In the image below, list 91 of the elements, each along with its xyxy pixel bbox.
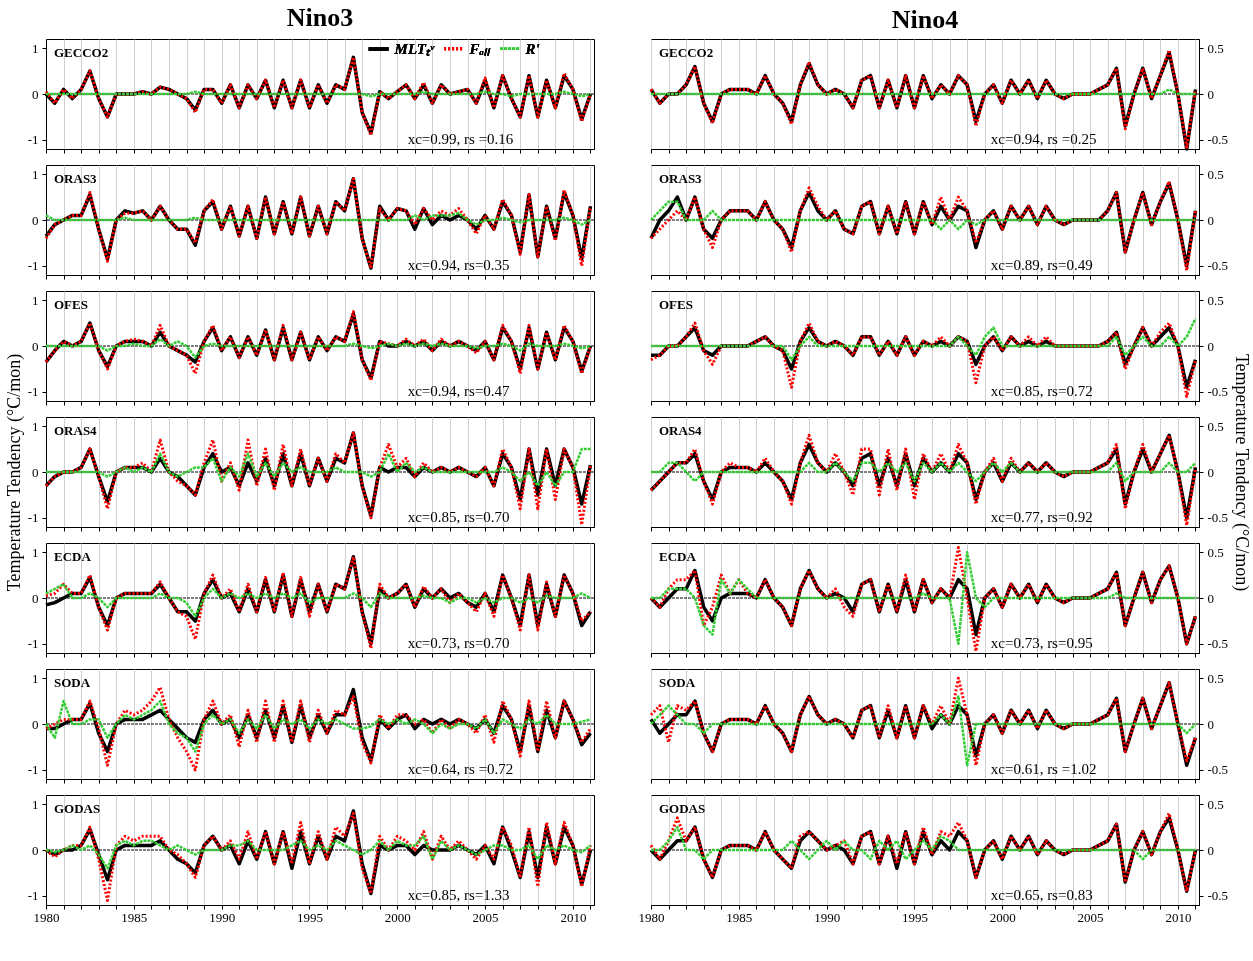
y2-tick-label: -0.5 <box>1207 384 1229 400</box>
annotation: xc=0.73, rs=0.70 <box>407 635 510 651</box>
legend-label: R' <box>524 40 540 57</box>
annotation: GECCO2 <box>659 45 714 60</box>
x-tick-label: 1990 <box>209 909 236 925</box>
x-tick-label: 2010 <box>1165 909 1192 925</box>
annotation: ORAS4 <box>54 423 98 438</box>
annotation: GECCO2 <box>54 45 109 60</box>
y2-tick-label: -0.5 <box>1207 132 1229 148</box>
x-tick-label: 2000 <box>384 909 411 925</box>
annotation: ORAS4 <box>659 423 703 438</box>
annotation: xc=0.85, rs=1.33 <box>407 887 510 903</box>
x-tick-label: 2000 <box>989 909 1016 925</box>
y-axis-title: Temperature Tendency (°C/mon) <box>3 353 25 592</box>
y-tick-label: 0 <box>32 86 39 102</box>
annotation: GODAS <box>659 801 706 816</box>
annotation: GODAS <box>54 801 101 816</box>
x-tick-label: 1990 <box>814 909 841 925</box>
y2-tick-label: 0.5 <box>1207 292 1224 308</box>
y-tick-label: -1 <box>27 888 39 904</box>
x-tick-label: 2005 <box>1077 909 1104 925</box>
annotation: xc=0.64, rs =0.72 <box>407 761 514 777</box>
y-tick-label: 0 <box>32 590 39 606</box>
annotation: OFES <box>659 297 693 312</box>
annotation: xc=0.73, rs=0.95 <box>990 635 1093 651</box>
y-tick-label: 1 <box>32 166 39 182</box>
legend-label: Fₐₗₗ <box>468 40 492 57</box>
annotation: ORAS3 <box>54 171 98 186</box>
y-tick-label: 1 <box>32 670 39 686</box>
x-tick-label: 2005 <box>472 909 499 925</box>
y-tick-label: -1 <box>27 384 39 400</box>
y2-tick-label: -0.5 <box>1207 762 1229 778</box>
y-tick-label: 0 <box>32 338 39 354</box>
y-tick-label: 0 <box>32 716 39 732</box>
x-tick-label: 1985 <box>726 909 753 925</box>
annotation: ECDA <box>659 549 697 564</box>
y2-tick-label: 0.5 <box>1207 670 1224 686</box>
annotation: xc=0.85, rs=0.72 <box>990 383 1093 399</box>
y2-tick-label: 0 <box>1207 842 1214 858</box>
annotation: ECDA <box>54 549 92 564</box>
y-tick-label: -1 <box>27 132 39 148</box>
annotation: xc=0.94, rs=0.47 <box>407 383 511 399</box>
annotation: xc=0.61, rs =1.02 <box>990 761 1097 777</box>
y-tick-label: 1 <box>32 796 39 812</box>
annotation: SODA <box>54 675 91 690</box>
x-tick-label: 1995 <box>296 909 323 925</box>
y2-tick-label: 0 <box>1207 590 1214 606</box>
y2-tick-label: -0.5 <box>1207 258 1229 274</box>
y2-tick-label: 0 <box>1207 464 1214 480</box>
x-tick-label: 1980 <box>33 909 60 925</box>
x-tick-label: 1995 <box>901 909 928 925</box>
y2-tick-label: -0.5 <box>1207 510 1229 526</box>
y2-tick-label: 0 <box>1207 212 1214 228</box>
y-tick-label: 1 <box>32 40 39 56</box>
x-tick-label: 1985 <box>121 909 148 925</box>
annotation: xc=0.85, rs=0.70 <box>407 509 510 525</box>
annotation: OFES <box>54 297 88 312</box>
annotation: xc=0.89, rs=0.49 <box>990 257 1093 273</box>
y-tick-label: -1 <box>27 762 39 778</box>
annotation: xc=0.77, rs=0.92 <box>990 509 1093 525</box>
annotation: SODA <box>659 675 696 690</box>
y2-axis-title: Temperature Tendency (°C/mon) <box>1231 353 1253 592</box>
x-tick-label: 2010 <box>560 909 587 925</box>
annotation: xc=0.65, rs=0.83 <box>990 887 1093 903</box>
y-tick-label: -1 <box>27 510 39 526</box>
chart-title: Nino4 <box>891 5 959 34</box>
y2-tick-label: -0.5 <box>1207 888 1229 904</box>
y2-tick-label: 0.5 <box>1207 40 1224 56</box>
y-tick-label: -1 <box>27 636 39 652</box>
y-tick-label: -1 <box>27 258 39 274</box>
annotation: xc=0.94, rs=0.35 <box>407 257 510 273</box>
y-tick-label: 0 <box>32 842 39 858</box>
y2-tick-label: 0.5 <box>1207 796 1224 812</box>
annotation: xc=0.99, rs =0.16 <box>407 131 514 147</box>
chart-title: Nino3 <box>286 3 354 32</box>
y2-tick-label: 0.5 <box>1207 166 1224 182</box>
y2-tick-label: 0.5 <box>1207 418 1224 434</box>
y2-tick-label: -0.5 <box>1207 636 1229 652</box>
y-tick-label: 0 <box>32 464 39 480</box>
y2-tick-label: 0.5 <box>1207 544 1224 560</box>
annotation: ORAS3 <box>659 171 703 186</box>
y-tick-label: 1 <box>32 292 39 308</box>
y2-tick-label: 0 <box>1207 338 1214 354</box>
y-tick-label: 1 <box>32 544 39 560</box>
y2-tick-label: 0 <box>1207 716 1214 732</box>
y-tick-label: 1 <box>32 418 39 434</box>
y-tick-label: 0 <box>32 212 39 228</box>
annotation: xc=0.94, rs =0.25 <box>990 131 1097 147</box>
x-tick-label: 1980 <box>638 909 665 925</box>
y2-tick-label: 0 <box>1207 86 1214 102</box>
legend-label: MLTₜᵛ <box>393 41 435 57</box>
